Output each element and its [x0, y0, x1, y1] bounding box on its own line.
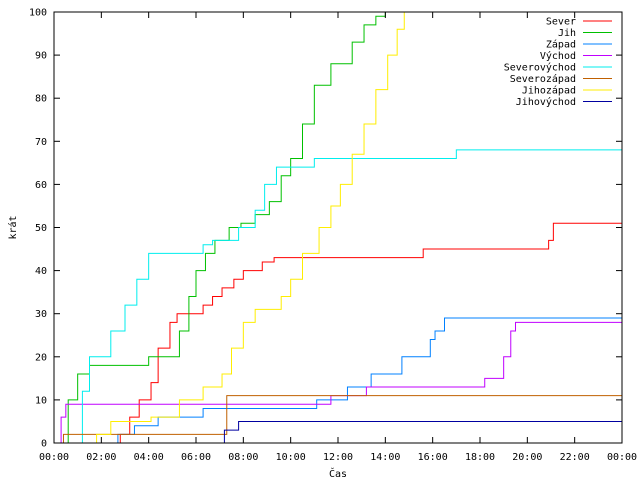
y-tick-label: 100: [29, 8, 47, 19]
y-axis-label: krát: [7, 215, 19, 239]
series-line-jih: [54, 11, 622, 444]
y-tick-label: 10: [35, 395, 47, 406]
y-tick-label: 60: [35, 180, 47, 191]
y-tick-label: 0: [41, 439, 47, 450]
legend: SeverJihZápadVýchodSeverovýchodSeverozáp…: [504, 17, 612, 108]
x-tick-label: 10:00: [276, 452, 306, 463]
x-tick-label: 16:00: [418, 452, 448, 463]
x-tick-label: 20:00: [512, 452, 542, 463]
y-tick-label: 80: [35, 94, 47, 105]
ticks-layer: 0 10 20 30 40 50 60 70 80 90 100 00:00 02:00 04:00 06:…: [29, 8, 637, 464]
x-tick-label: 02:00: [86, 452, 116, 463]
x-tick-label: 18:00: [465, 452, 495, 463]
legend-label-severozapad: Severozápad: [510, 73, 576, 85]
y-tick-label: 20: [35, 352, 47, 363]
legend-label-sever: Sever: [546, 17, 576, 28]
legend-label-vychod: Východ: [540, 50, 576, 62]
x-axis-label: Čas: [329, 467, 347, 480]
x-tick-label: 04:00: [134, 452, 164, 463]
x-tick-label: 14:00: [370, 452, 400, 463]
legend-label-jihozapad: Jihozápad: [522, 85, 576, 97]
legend-label-jihovychod: Jihovýchod: [516, 96, 576, 108]
x-tick-label: 06:00: [181, 452, 211, 463]
legend-label-zapad: Západ: [546, 39, 576, 51]
legend-label-severovychod: Severovýchod: [504, 62, 576, 74]
y-tick-label: 70: [35, 137, 47, 148]
x-tick-label: 00:00: [39, 452, 69, 463]
y-tick-label: 40: [35, 266, 47, 277]
series-line-severovychod: [54, 149, 622, 444]
x-tick-label: 00:00: [607, 452, 637, 463]
y-tick-label: 50: [35, 223, 47, 234]
legend-label-jih: Jih: [558, 28, 576, 39]
x-tick-label: 08:00: [228, 452, 258, 463]
series-line-vychod: [54, 321, 622, 444]
series-line-sever: [54, 222, 622, 444]
series-line-jihozapad: [54, 11, 622, 444]
x-tick-label: 22:00: [560, 452, 590, 463]
x-tick-label: 12:00: [323, 452, 353, 463]
y-tick-label: 90: [35, 51, 47, 62]
y-tick-label: 30: [35, 309, 47, 320]
series-line-zapad: [54, 317, 622, 444]
